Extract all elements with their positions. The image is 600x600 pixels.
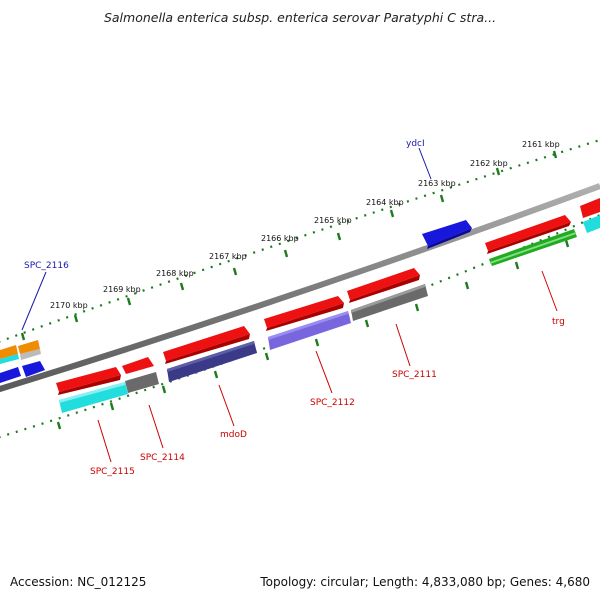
gene-right-red[interactable] — [580, 198, 600, 218]
label-leaders — [21, 147, 558, 463]
gene-left-blue-a[interactable] — [0, 367, 21, 383]
tick-label-2170: 2170 kbp — [50, 301, 88, 310]
gene-SPC_2115[interactable] — [59, 382, 128, 413]
gene-red-2115-shade — [58, 375, 121, 395]
tick-label-2166: 2166 kbp — [261, 234, 299, 243]
tick-label-2162: 2162 kbp — [470, 159, 508, 168]
gene-label-SPC_2112: SPC_2112 — [310, 398, 355, 408]
gene-red-2112[interactable] — [264, 296, 344, 328]
gene-label-SPC_2116: SPC_2116 — [24, 261, 69, 271]
gene-label-mdoD: mdoD — [220, 430, 247, 440]
tick-label-2163: 2163 kbp — [418, 179, 456, 188]
gene-ydcI[interactable] — [422, 220, 472, 246]
gene-mdoD-light — [167, 341, 254, 372]
gene-red-2114[interactable] — [122, 357, 154, 374]
tick-label-2168: 2168 kbp — [156, 269, 194, 278]
gene-SPC_2116-cyan — [0, 354, 19, 364]
gene-red-2111[interactable] — [347, 268, 420, 300]
gene-SPC_2114[interactable] — [125, 372, 159, 393]
gene-SPC_2111-light — [351, 284, 425, 313]
gene-SPC_2112-light — [268, 311, 348, 340]
gene-SPC_2112[interactable] — [268, 311, 351, 350]
tick-label-2161: 2161 kbp — [522, 140, 560, 149]
gene-left-blue-b[interactable] — [22, 361, 45, 377]
genome-summary-text: Topology: circular; Length: 4,833,080 bp… — [260, 575, 590, 589]
gene-red-mdoD[interactable] — [163, 326, 250, 361]
gene-ydcI-shade — [427, 228, 472, 249]
tick-label-2169: 2169 kbp — [103, 285, 141, 294]
gene-red-2115[interactable] — [56, 367, 121, 392]
gene-label-SPC_2114: SPC_2114 — [140, 453, 185, 463]
gene-SPC_2116-orange[interactable] — [0, 345, 18, 359]
gene-SPC_2116-gray — [20, 349, 41, 360]
genome-backbone — [0, 183, 600, 393]
gene-red-mdoD-shade — [165, 334, 250, 364]
reverse-strand-genes[interactable] — [59, 215, 600, 413]
tick-label-2165: 2165 kbp — [314, 216, 352, 225]
gene-red-2112-shade — [266, 303, 344, 331]
map-title: Salmonella enterica subsp. enterica sero… — [103, 10, 497, 25]
gene-mdoD[interactable] — [167, 341, 257, 382]
major-ticks — [20, 150, 558, 341]
inner-major-ticks — [56, 239, 570, 430]
accession-text: Accession: NC_012125 — [10, 575, 147, 589]
gene-red-2111-shade — [349, 275, 420, 303]
gene-label-SPC_2111: SPC_2111 — [392, 370, 437, 380]
gene-trg-red[interactable] — [485, 215, 571, 251]
gene-right-cyan[interactable] — [583, 215, 600, 233]
gene-SPC_2116-orange-b[interactable] — [18, 340, 40, 354]
gene-SPC_2111[interactable] — [351, 284, 428, 321]
tick-label-2164: 2164 kbp — [366, 198, 404, 207]
outer-tick-track — [0, 138, 600, 343]
tick-label-2167: 2167 kbp — [209, 252, 247, 261]
gene-SPC_2115-light — [59, 382, 125, 403]
gene-trg-red-shade — [487, 222, 571, 254]
gene-trg-stripe — [490, 232, 576, 264]
gene-label-ydcI: ydcI — [406, 139, 425, 149]
gene-label-SPC_2115: SPC_2115 — [90, 467, 135, 477]
forward-strand-genes[interactable] — [0, 198, 600, 395]
gene-label-trg: trg — [552, 317, 565, 327]
